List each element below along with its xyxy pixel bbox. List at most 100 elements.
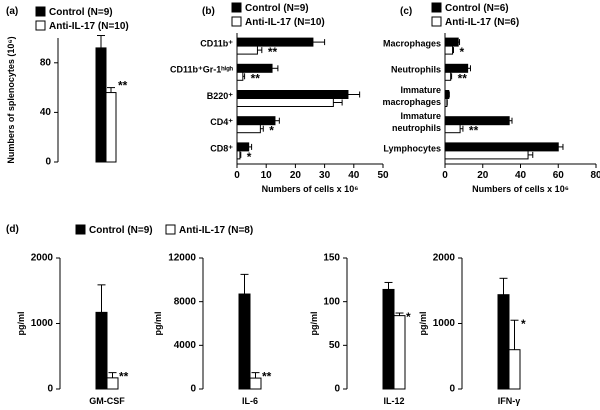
panel-d-2-y-tick-label: 0 <box>190 384 196 395</box>
panel-c-x-tick-label: 20 <box>477 170 489 181</box>
panel-c-legend-treated-swatch <box>431 16 442 27</box>
panel-d-2-y-axis-label: pg/ml <box>153 312 163 336</box>
panel-c-bar-treated <box>444 45 454 55</box>
panel-d-1-y-tick-label: 2000 <box>31 253 54 264</box>
panel-b-category-label: CD11b⁺Gr-1ʰⁱᵍʰ <box>170 64 234 75</box>
panel-d-3-y-axis-label: pg/ml <box>309 312 319 336</box>
panel-a-y-tick-label: 0 <box>45 157 51 168</box>
panel-a-legend-treated-swatch <box>35 20 46 31</box>
panel-d-3-category-label: IL-12 <box>383 396 404 406</box>
panel-d-2-significance: ** <box>262 370 272 384</box>
panel-a-legend-treated-label: Anti-IL-17 (N=10) <box>49 21 129 32</box>
panel-d-4-category-label: IFN-γ <box>498 396 521 406</box>
panel-b-category-label: CD8⁺ <box>210 143 233 153</box>
panel-d-4-bar-treated <box>508 349 521 390</box>
panel-d-label: (d) <box>6 224 19 235</box>
panel-d-1-y-tick-label: 1000 <box>31 318 54 329</box>
panel-d-4-y-axis-label: pg/ml <box>418 312 428 336</box>
panel-d-4-y-tick-label: 0 <box>449 384 455 395</box>
panel-c-bar-control <box>444 37 459 47</box>
panel-b-bar-treated <box>236 124 261 134</box>
panel-d-4-y-tick-label: 2000 <box>433 253 456 264</box>
panel-b-legend-control-swatch <box>231 2 242 13</box>
panel-d-4-bar-control <box>497 294 510 390</box>
panel-b-x-tick-label: 0 <box>234 170 240 181</box>
panel-c-category-label: Macrophages <box>383 38 441 48</box>
panel-d-2-y-tick-label: 4000 <box>174 340 197 351</box>
panel-c-bar-control <box>444 90 450 99</box>
panel-b-x-tick-label: 50 <box>377 170 389 181</box>
panel-d-3-bar-treated <box>393 315 406 390</box>
panel-d-1-bar-control <box>95 311 108 390</box>
panel-c-x-tick-label: 80 <box>590 170 600 181</box>
panel-b-bar-treated <box>236 45 258 55</box>
panel-c-bar-control <box>444 142 559 152</box>
panel-c-category-label: Neutrophils <box>391 65 441 75</box>
panel-d-3-y-tick-label: 150 <box>323 253 340 264</box>
panel-d-legend-treated-label: Anti-IL-17 (N=8) <box>179 225 253 236</box>
panel-d-2-bar-control <box>238 293 251 390</box>
panel-b-significance: ** <box>251 71 261 85</box>
panel-b-legend-control-label: Control (N=9) <box>245 3 309 14</box>
panel-c-category-label: Immature <box>400 111 441 121</box>
panel-a-y-tick-label: 40 <box>40 107 52 118</box>
panel-d-2-category-label: IL-6 <box>242 396 258 406</box>
panel-b-label: (b) <box>202 6 215 17</box>
panel-d-3-bar-control <box>382 288 395 390</box>
panel-b-bar-treated <box>236 150 241 160</box>
panel-c-category-label: Lymphocytes <box>383 143 441 153</box>
panel-d-4-significance: * <box>521 317 526 331</box>
panel-a-bar-control <box>95 47 107 163</box>
panel-c-category-label: neutrophils <box>392 123 441 133</box>
panel-d-2-bar-treated <box>249 377 262 390</box>
panel-c-x-tick-label: 0 <box>442 170 448 181</box>
panel-c-label: (c) <box>400 6 412 17</box>
panel-a-significance: ** <box>118 79 128 93</box>
panel-d-1-category-label: GM-CSF <box>89 396 125 406</box>
panel-c-x-axis-label: Numbers of cells x 10⁶ <box>472 184 569 194</box>
panel-b-x-tick-label: 10 <box>261 170 273 181</box>
panel-d-1-significance: ** <box>119 370 129 384</box>
panel-d-3-y-tick-label: 0 <box>334 384 340 395</box>
panel-d-2-y-tick-label: 12000 <box>168 253 196 264</box>
panel-d-3-significance: * <box>406 310 411 324</box>
panel-b-x-tick-label: 30 <box>319 170 331 181</box>
panel-c-bar-treated <box>444 150 529 160</box>
panel-b-x-axis-label: Numbers of cells x 10⁶ <box>262 184 359 194</box>
panel-c-x-tick-label: 40 <box>515 170 527 181</box>
panel-a-label: (a) <box>6 6 18 17</box>
panel-d-2-y-tick-label: 8000 <box>174 296 197 307</box>
panel-b-bar-treated <box>236 98 334 107</box>
panel-b-x-tick-label: 40 <box>348 170 360 181</box>
panel-c-bar-treated <box>444 124 461 134</box>
panel-b-legend-treated-label: Anti-IL-17 (N=10) <box>245 17 325 28</box>
panel-b-category-label: CD11b⁺ <box>200 38 233 48</box>
panel-c-bar-treated <box>444 71 452 81</box>
panel-a-legend-control-label: Control (N=9) <box>49 7 113 18</box>
panel-c-significance: ** <box>458 71 468 85</box>
panel-b-legend-treated-swatch <box>231 16 242 27</box>
panel-d-legend-control-label: Control (N=9) <box>89 225 153 236</box>
panel-c-x-tick-label: 60 <box>553 170 565 181</box>
panel-d-1-y-tick-label: 0 <box>47 384 53 395</box>
panel-b-category-label: CD4⁺ <box>210 117 233 127</box>
panel-d-legend-control-swatch <box>75 224 86 235</box>
panel-b-significance: * <box>247 150 252 164</box>
panel-d-3-y-tick-label: 50 <box>329 340 341 351</box>
panel-d-4-y-tick-label: 1000 <box>433 318 456 329</box>
panel-b-x-tick-label: 20 <box>290 170 302 181</box>
panel-a-y-tick-label: 80 <box>40 57 52 68</box>
panel-a-y-axis-label: Numbers of splenocytes (10⁶) <box>6 36 16 163</box>
panel-b-category-label: B220⁺ <box>207 91 234 101</box>
panel-a-bar-treated <box>105 92 117 163</box>
panel-c-legend-control-label: Control (N=6) <box>445 3 509 14</box>
panel-b-significance: ** <box>268 45 278 59</box>
panel-b-significance: * <box>269 124 274 138</box>
panel-c-bar-treated <box>444 98 448 107</box>
panel-d-1-y-axis-label: pg/ml <box>16 312 26 336</box>
panel-d-1-bar-treated <box>106 377 119 390</box>
panel-b-bar-treated <box>236 71 244 81</box>
panel-a-legend-control-swatch <box>35 6 46 17</box>
panel-c-legend-control-swatch <box>431 2 442 13</box>
